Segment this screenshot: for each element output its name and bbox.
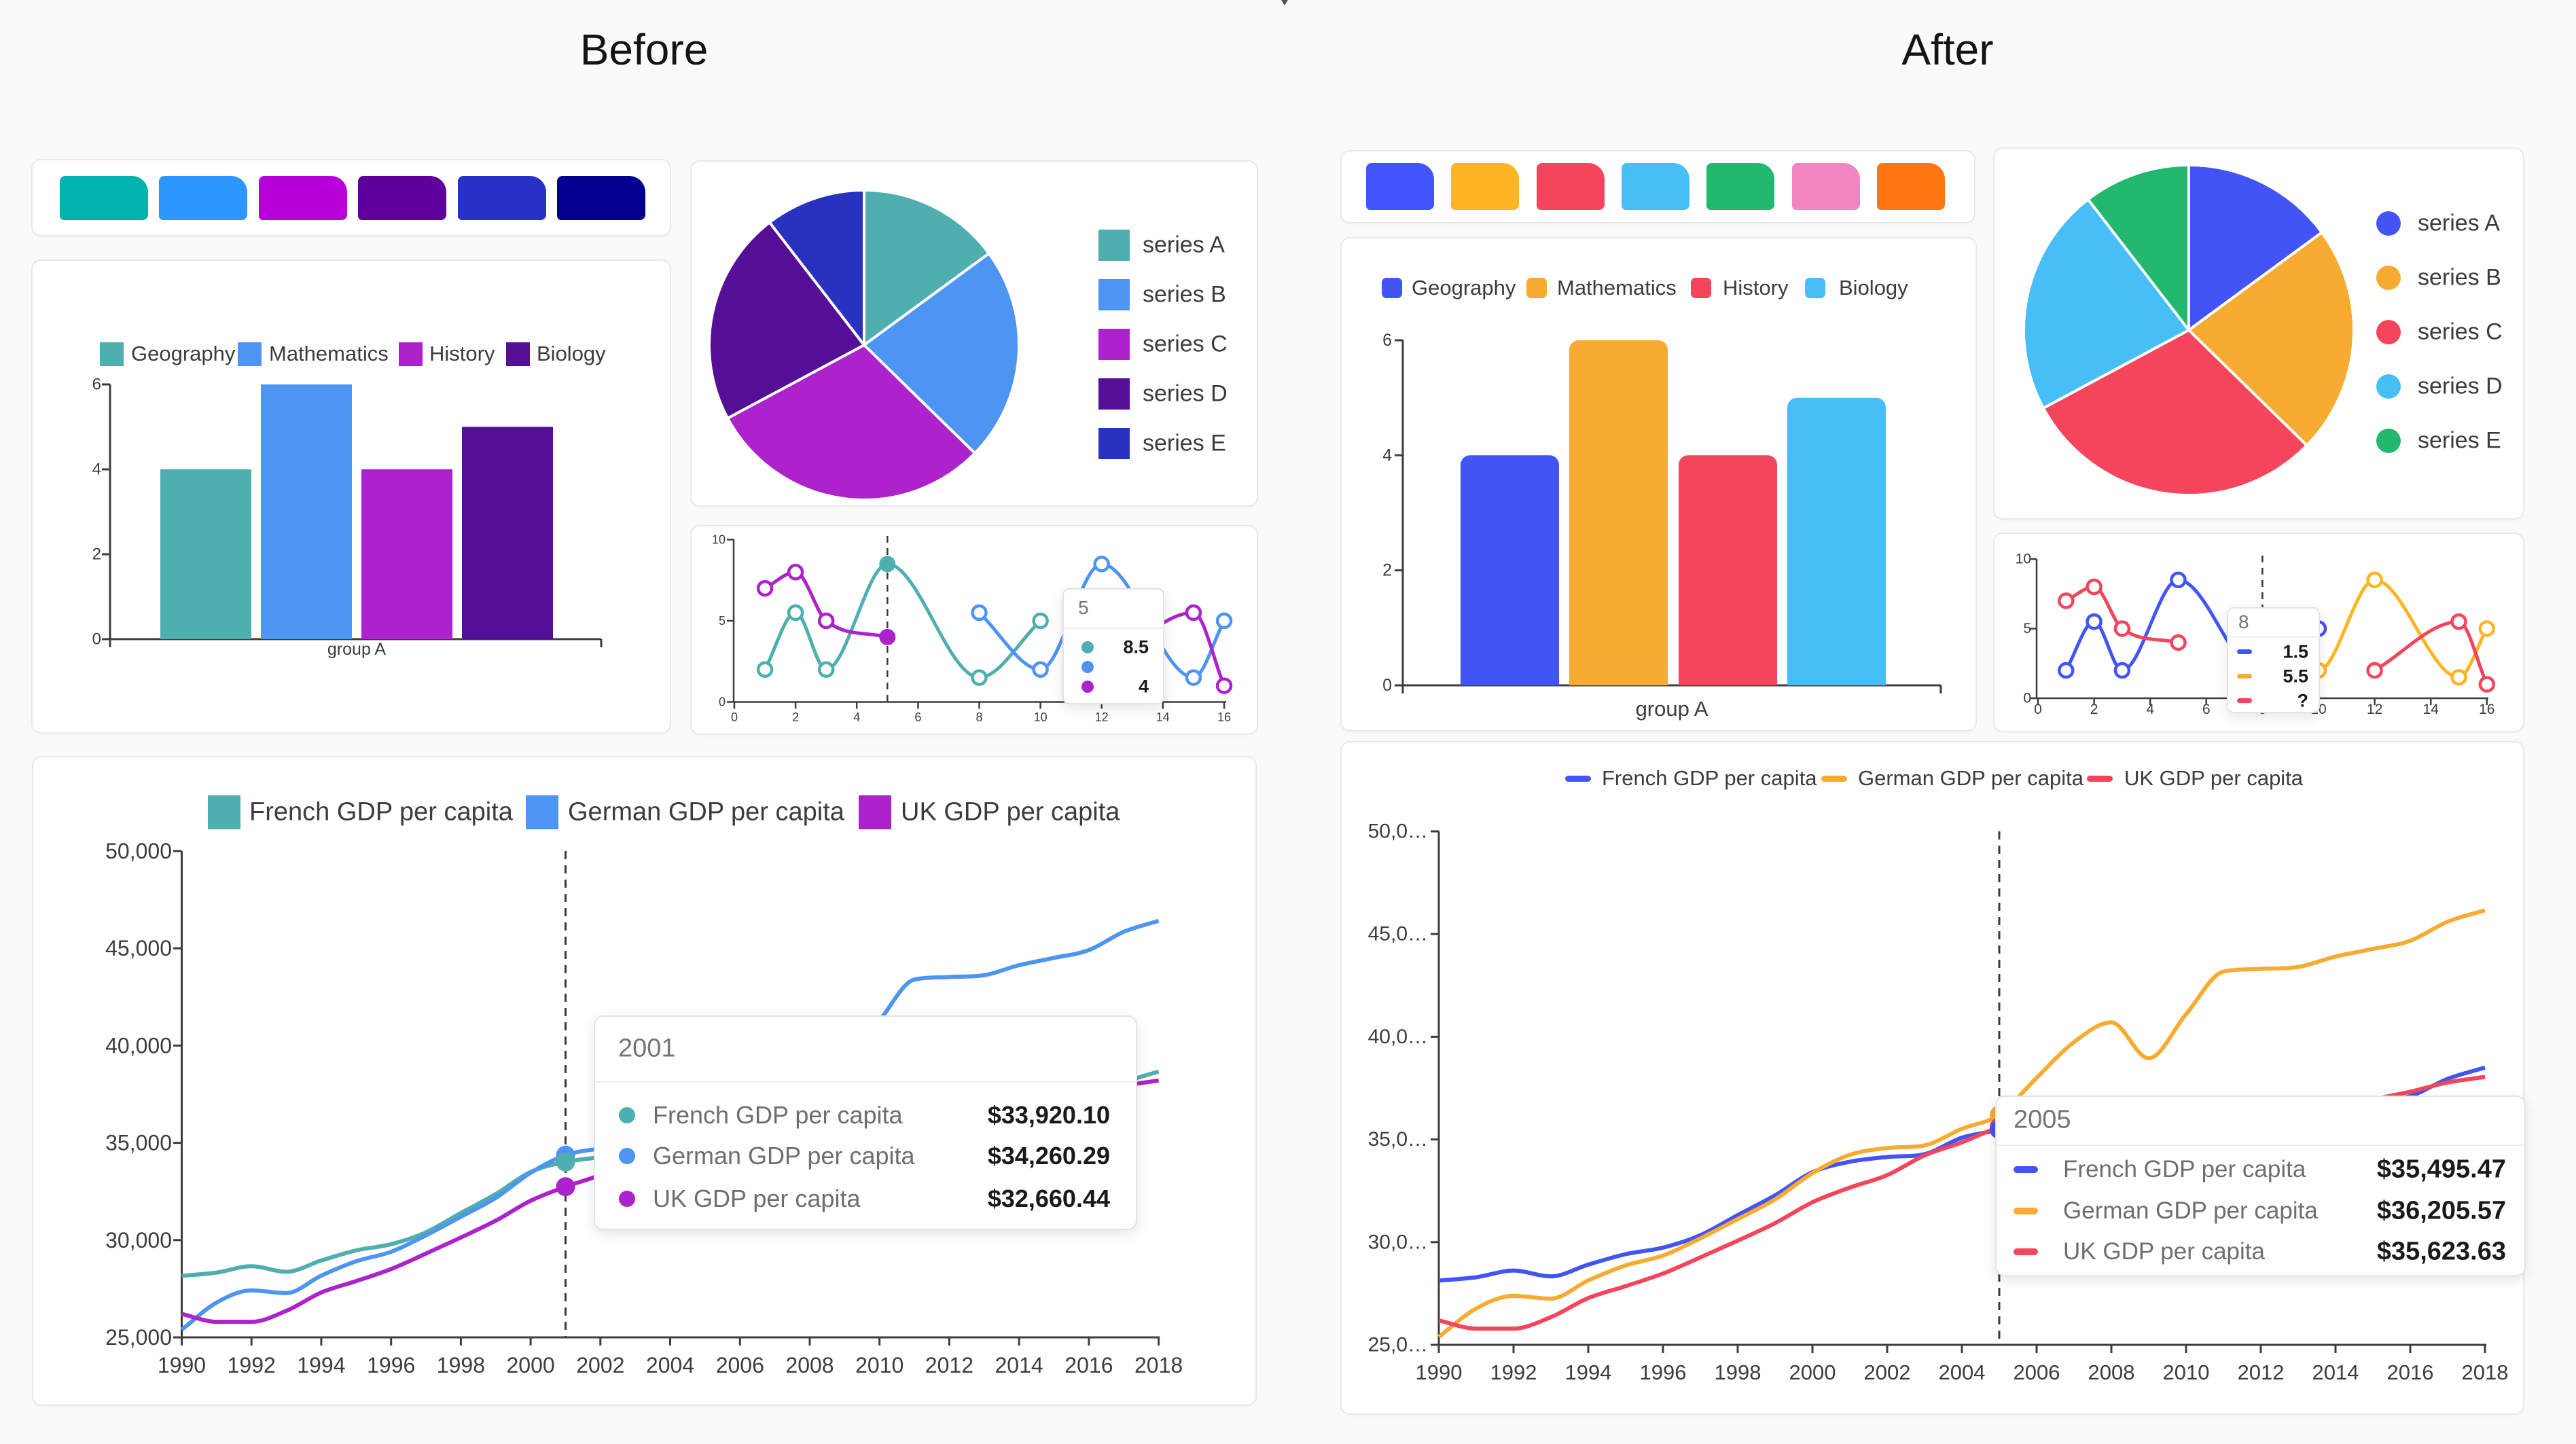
svg-text:40,0…: 40,0… bbox=[1368, 1026, 1428, 1048]
svg-text:2014: 2014 bbox=[2312, 1360, 2359, 1384]
svg-text:16: 16 bbox=[1217, 710, 1231, 724]
svg-text:2008: 2008 bbox=[2088, 1360, 2135, 1384]
svg-text:4: 4 bbox=[1382, 446, 1392, 465]
svg-text:2016: 2016 bbox=[2387, 1360, 2434, 1384]
svg-text:2006: 2006 bbox=[716, 1353, 764, 1377]
svg-text:0: 0 bbox=[2023, 691, 2031, 706]
svg-text:50,000: 50,000 bbox=[105, 839, 172, 863]
svg-text:25,000: 25,000 bbox=[105, 1325, 172, 1350]
svg-text:1998: 1998 bbox=[1715, 1360, 1761, 1384]
svg-text:12: 12 bbox=[2367, 702, 2382, 717]
svg-text:6: 6 bbox=[92, 376, 101, 394]
svg-text:40,000: 40,000 bbox=[105, 1033, 172, 1058]
svg-text:5: 5 bbox=[719, 614, 726, 628]
svg-text:35,0…: 35,0… bbox=[1368, 1128, 1428, 1151]
svg-text:2: 2 bbox=[792, 710, 799, 724]
svg-text:6: 6 bbox=[914, 710, 921, 724]
svg-text:2008: 2008 bbox=[785, 1353, 834, 1377]
svg-text:group A: group A bbox=[327, 640, 387, 659]
svg-text:2018: 2018 bbox=[1134, 1353, 1183, 1377]
svg-text:1994: 1994 bbox=[297, 1353, 345, 1377]
svg-text:4: 4 bbox=[853, 710, 860, 724]
svg-text:2004: 2004 bbox=[646, 1353, 694, 1377]
svg-text:4: 4 bbox=[92, 461, 101, 479]
svg-text:1990: 1990 bbox=[158, 1353, 206, 1377]
svg-text:10: 10 bbox=[2016, 552, 2031, 567]
svg-text:1996: 1996 bbox=[367, 1353, 415, 1377]
svg-text:2012: 2012 bbox=[925, 1353, 973, 1377]
svg-text:2012: 2012 bbox=[2238, 1360, 2285, 1384]
svg-text:0: 0 bbox=[92, 630, 101, 649]
svg-text:30,0…: 30,0… bbox=[1368, 1231, 1428, 1253]
svg-text:0: 0 bbox=[719, 696, 726, 709]
svg-text:2004: 2004 bbox=[1939, 1360, 1986, 1384]
svg-text:2010: 2010 bbox=[2163, 1360, 2210, 1384]
svg-text:12: 12 bbox=[1095, 710, 1109, 724]
svg-text:2002: 2002 bbox=[576, 1353, 624, 1377]
svg-text:50,0…: 50,0… bbox=[1368, 820, 1428, 843]
svg-text:45,0…: 45,0… bbox=[1368, 923, 1428, 945]
svg-text:1992: 1992 bbox=[228, 1353, 276, 1377]
svg-text:2014: 2014 bbox=[995, 1353, 1043, 1377]
svg-text:4: 4 bbox=[2146, 702, 2154, 717]
svg-text:2: 2 bbox=[92, 545, 101, 564]
svg-text:0: 0 bbox=[1382, 676, 1392, 695]
svg-text:25,0…: 25,0… bbox=[1368, 1334, 1428, 1356]
svg-text:2018: 2018 bbox=[2462, 1360, 2509, 1384]
svg-text:2000: 2000 bbox=[507, 1353, 555, 1377]
svg-text:1994: 1994 bbox=[1565, 1360, 1612, 1384]
svg-text:45,000: 45,000 bbox=[105, 936, 172, 960]
svg-text:1990: 1990 bbox=[1416, 1360, 1463, 1384]
svg-text:2000: 2000 bbox=[1789, 1360, 1836, 1384]
svg-text:35,000: 35,000 bbox=[105, 1131, 172, 1155]
svg-text:5: 5 bbox=[2023, 621, 2031, 636]
svg-text:6: 6 bbox=[1382, 331, 1392, 350]
svg-text:30,000: 30,000 bbox=[105, 1228, 172, 1252]
svg-text:group A: group A bbox=[1636, 697, 1709, 721]
svg-text:8: 8 bbox=[976, 710, 982, 724]
svg-text:0: 0 bbox=[2034, 702, 2042, 717]
svg-text:2002: 2002 bbox=[1864, 1360, 1911, 1384]
svg-text:2: 2 bbox=[1382, 561, 1392, 580]
svg-text:2016: 2016 bbox=[1065, 1353, 1113, 1377]
svg-text:14: 14 bbox=[1156, 710, 1170, 724]
svg-text:2: 2 bbox=[2090, 702, 2098, 717]
svg-text:16: 16 bbox=[2479, 702, 2494, 717]
svg-text:2010: 2010 bbox=[855, 1353, 904, 1377]
svg-text:10: 10 bbox=[1034, 710, 1048, 724]
svg-text:0: 0 bbox=[731, 710, 738, 724]
svg-text:1998: 1998 bbox=[437, 1353, 485, 1377]
svg-text:1992: 1992 bbox=[1490, 1360, 1537, 1384]
svg-text:10: 10 bbox=[712, 533, 726, 547]
svg-text:1996: 1996 bbox=[1640, 1360, 1687, 1384]
svg-text:2006: 2006 bbox=[2014, 1360, 2060, 1384]
svg-text:14: 14 bbox=[2423, 702, 2439, 717]
svg-text:6: 6 bbox=[2202, 702, 2211, 717]
